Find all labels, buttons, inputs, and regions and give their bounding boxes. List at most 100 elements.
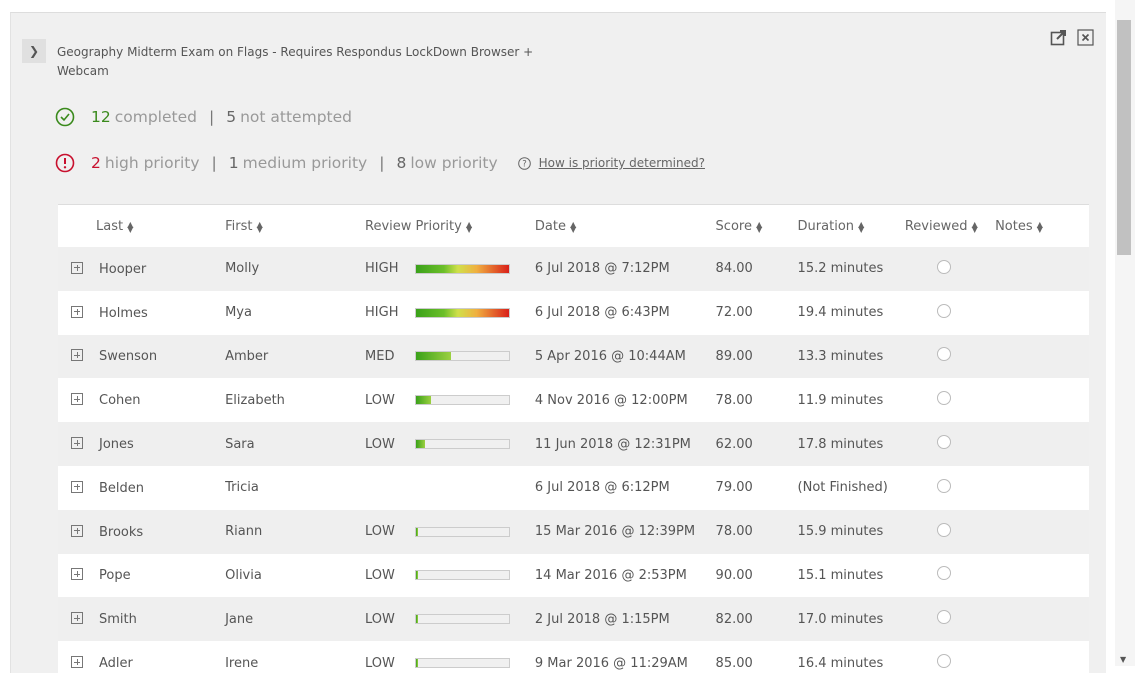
- reviewed-radio[interactable]: [936, 522, 951, 537]
- medium-count: 1: [228, 154, 239, 172]
- expand-row-icon[interactable]: [71, 437, 83, 450]
- expand-row-icon[interactable]: [71, 393, 83, 406]
- reviewed-cell: [903, 378, 995, 423]
- priority-bar-fill: [416, 352, 452, 361]
- external-link-icon[interactable]: [1050, 29, 1067, 46]
- completion-summary: 12 completed | 5 not attempted: [55, 107, 352, 127]
- expand-row-icon[interactable]: [71, 568, 83, 581]
- reviewed-radio[interactable]: [936, 303, 951, 318]
- not-attempted-label: not attempted: [240, 108, 352, 126]
- reviewed-cell: [903, 641, 995, 685]
- reviewed-cell: [903, 422, 995, 466]
- table-row: Cohen Elizabeth LOW 4 Nov 2016 @ 12:00PM 78.…: [58, 378, 1089, 423]
- priority-label: LOW: [365, 567, 395, 583]
- priority-bar: [415, 658, 511, 669]
- table-row: Belden Tricia 6 Jul 2018 @ 6:12PM 79.00 (Not…: [58, 465, 1089, 510]
- last-name: Brooks: [99, 524, 144, 540]
- column-header-first[interactable]: First ▲ ▼: [224, 204, 365, 247]
- priority-summary: 2 high priority | 1 medium priority | 8 …: [55, 153, 705, 173]
- sort-icon: ▲ ▼: [256, 220, 263, 234]
- priority-bar: [415, 351, 511, 362]
- first-name: Jane: [224, 597, 365, 642]
- column-header-label: Review Priority: [365, 218, 462, 234]
- last-name: Belden: [99, 480, 145, 496]
- first-name: Sara: [224, 422, 365, 466]
- date: 4 Nov 2016 @ 12:00PM: [533, 378, 715, 423]
- duration: 11.9 minutes: [796, 378, 904, 423]
- first-name: Tricia: [224, 465, 365, 510]
- date: 6 Jul 2018 @ 7:12PM: [533, 247, 715, 291]
- notes-cell: [994, 465, 1089, 510]
- priority-bar: [415, 526, 511, 537]
- reviewed-radio[interactable]: [936, 391, 951, 406]
- completed-label: completed: [114, 108, 197, 126]
- reviewed-radio[interactable]: [936, 347, 951, 362]
- date: 6 Jul 2018 @ 6:43PM: [533, 290, 715, 335]
- reviewed-radio[interactable]: [936, 478, 951, 493]
- review-priority: LOW: [364, 597, 534, 642]
- column-header-label: Duration: [797, 218, 855, 234]
- expand-row-icon[interactable]: [71, 480, 83, 493]
- reviewed-radio[interactable]: [936, 610, 951, 625]
- sort-icon: ▲ ▼: [1036, 220, 1043, 234]
- duration: 13.3 minutes: [796, 334, 904, 379]
- reviewed-cell: [903, 247, 995, 291]
- review-priority: HIGH: [364, 290, 534, 335]
- expand-row-icon[interactable]: [71, 261, 83, 274]
- expand-row-icon[interactable]: [71, 656, 83, 669]
- check-circle-icon: [55, 107, 75, 127]
- column-header-reviewed[interactable]: Reviewed ▲ ▼: [903, 204, 995, 247]
- high-label: high priority: [104, 154, 200, 172]
- scroll-down-arrow-icon[interactable]: ▼: [1120, 655, 1127, 664]
- column-header-last[interactable]: Last ▲ ▼: [58, 204, 225, 247]
- priority-bar-fill: [416, 308, 510, 317]
- priority-bar-fill: [416, 264, 510, 273]
- review-priority: LOW: [364, 641, 534, 685]
- column-header-label: Date: [534, 218, 566, 234]
- notes-cell: [994, 247, 1089, 291]
- priority-bar: [415, 307, 511, 318]
- column-header-duration[interactable]: Duration ▲ ▼: [796, 204, 904, 247]
- sort-icon: ▲ ▼: [465, 220, 473, 234]
- priority-bar-fill: [416, 396, 431, 405]
- reviewed-radio[interactable]: [936, 435, 951, 450]
- column-header-score[interactable]: Score ▲ ▼: [714, 204, 797, 247]
- column-header-review-priority[interactable]: Review Priority ▲ ▼: [364, 204, 534, 247]
- sort-icon: ▲ ▼: [756, 220, 763, 234]
- score: 89.00: [714, 334, 797, 379]
- priority-bar-fill: [416, 615, 418, 624]
- reviewed-cell: [903, 509, 995, 554]
- column-header-notes[interactable]: Notes ▲ ▼: [994, 204, 1089, 247]
- high-count: 2: [91, 154, 101, 172]
- table-row: Hooper Molly HIGH 6 Jul 2018 @ 7:12PM 84.00 1…: [58, 247, 1089, 291]
- expand-row-icon[interactable]: [71, 349, 83, 362]
- scrollbar[interactable]: ▼: [1115, 0, 1135, 666]
- sort-icon: ▲ ▼: [858, 220, 865, 234]
- priority-label: HIGH: [365, 305, 399, 321]
- column-header-date[interactable]: Date ▲ ▼: [533, 204, 715, 247]
- priority-label: MED: [365, 348, 395, 364]
- expand-row-icon[interactable]: [71, 524, 83, 537]
- collapse-button[interactable]: ❯: [22, 39, 46, 63]
- score: 72.00: [714, 290, 797, 335]
- expand-row-icon[interactable]: [71, 612, 83, 625]
- review-priority: LOW: [364, 509, 534, 554]
- close-icon[interactable]: [1077, 29, 1094, 46]
- notes-cell: [994, 509, 1089, 554]
- reviewed-radio[interactable]: [936, 566, 951, 581]
- score: 90.00: [714, 553, 797, 598]
- reviewed-cell: [903, 465, 995, 510]
- notes-cell: [994, 378, 1089, 423]
- last-name: Hooper: [99, 261, 147, 277]
- priority-help-link[interactable]: How is priority determined?: [538, 156, 705, 170]
- table-row: Jones Sara LOW 11 Jun 2018 @ 12:31PM 62.00 17…: [58, 422, 1089, 466]
- first-name: Elizabeth: [224, 378, 365, 423]
- reviewed-radio[interactable]: [936, 259, 951, 274]
- date: 2 Jul 2018 @ 1:15PM: [533, 597, 715, 642]
- alert-circle-icon: [55, 153, 75, 173]
- table-row: Brooks Riann LOW 15 Mar 2016 @ 12:39PM 78.00…: [58, 509, 1089, 554]
- expand-row-icon[interactable]: [71, 305, 83, 318]
- low-count: 8: [396, 154, 407, 172]
- scrollbar-thumb[interactable]: [1117, 20, 1131, 255]
- score: 85.00: [714, 641, 797, 685]
